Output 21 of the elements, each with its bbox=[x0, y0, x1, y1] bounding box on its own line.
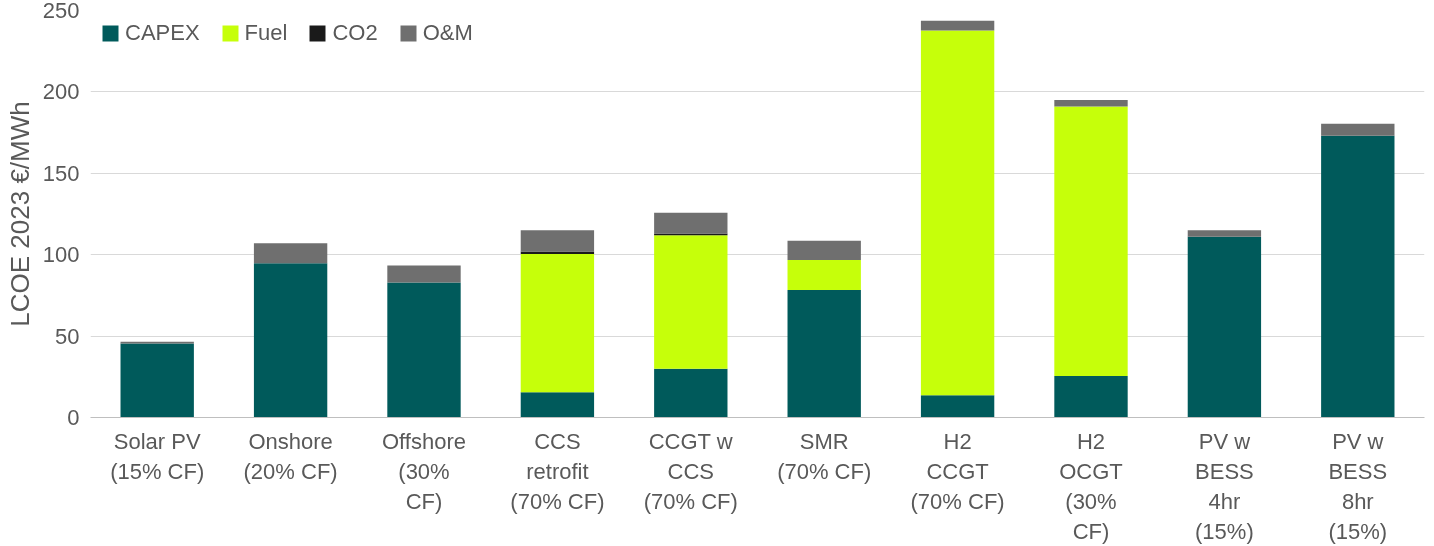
x-tick-label: Offshore (30% CF) bbox=[382, 428, 466, 514]
x-tick-label: SMR (70% CF) bbox=[777, 428, 872, 484]
x-tick-label: Solar PV (15% CF) bbox=[110, 428, 205, 484]
y-tick-label: 100 bbox=[42, 242, 80, 268]
y-tick-label: 0 bbox=[67, 405, 80, 430]
y-tick-label: 150 bbox=[42, 160, 80, 186]
legend-label: CO2 bbox=[332, 20, 378, 46]
x-tick-label: Onshore (20% CF) bbox=[243, 428, 338, 484]
x-tick-label: CCGT w CCS (70% CF) bbox=[643, 428, 738, 514]
x-tick-label: H2 OCGT (30% CF) bbox=[1059, 428, 1123, 544]
y-axis-title: LCOE 2023 €/MWh bbox=[4, 101, 35, 327]
x-tick-label: PV w BESS 4hr (15%) bbox=[1195, 428, 1254, 544]
x-tick-label: H2 CCGT (70% CF) bbox=[910, 428, 1005, 514]
x-tick-label: PV w BESS 8hr (15%) bbox=[1328, 428, 1388, 544]
y-tick-label: 200 bbox=[42, 79, 80, 105]
legend-label: O&M bbox=[422, 20, 473, 46]
y-tick-label: 50 bbox=[55, 323, 80, 349]
legend-label: CAPEX bbox=[125, 20, 200, 46]
y-tick-label: 250 bbox=[42, 0, 80, 23]
x-tick-label: CCS retrofit (70% CF) bbox=[510, 428, 605, 514]
legend-label: Fuel bbox=[244, 20, 288, 46]
